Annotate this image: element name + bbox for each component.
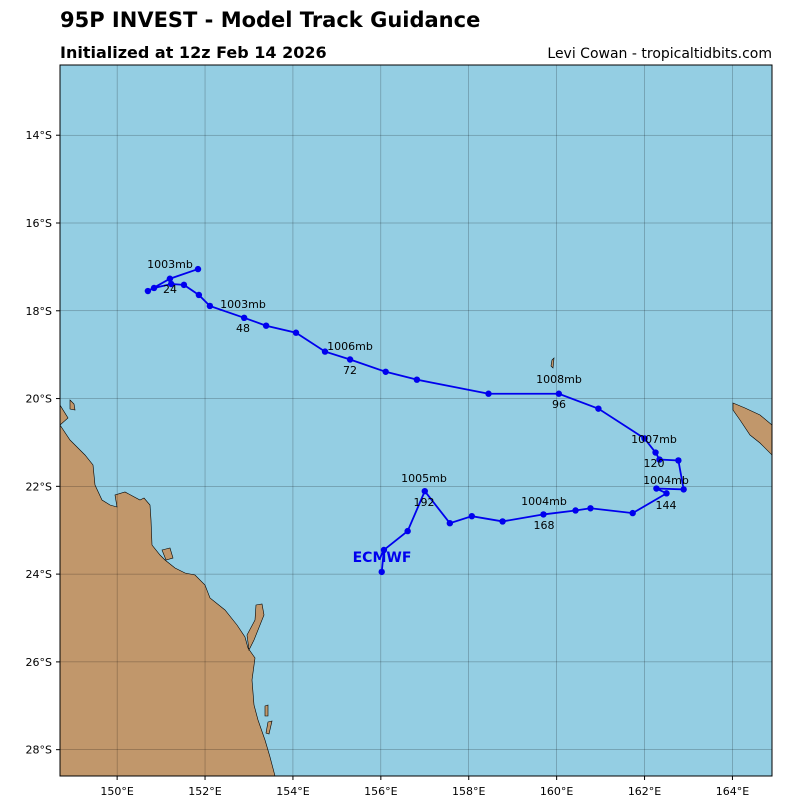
y-tick-label: 20°S [26, 393, 52, 406]
track-point [680, 486, 687, 493]
track-point [485, 390, 492, 397]
credit: Levi Cowan - tropicaltidbits.com [547, 46, 772, 62]
island [550, 357, 555, 369]
hour-label: 120 [644, 457, 665, 470]
track-point [641, 435, 648, 442]
y-tick-label: 22°S [26, 480, 52, 493]
pressure-label: 1003mb [147, 258, 193, 271]
island [69, 399, 76, 411]
map-area [60, 65, 772, 776]
track-point [378, 568, 385, 576]
track-point [346, 356, 354, 363]
hour-label: 48 [236, 322, 250, 335]
track-point [446, 520, 454, 527]
track-point [653, 485, 660, 492]
pressure-label: 1007mb [631, 433, 677, 446]
track-point [572, 507, 579, 514]
track-point [499, 518, 506, 525]
island [732, 402, 772, 456]
track-point [468, 512, 476, 520]
track-point [262, 322, 270, 329]
track-point [675, 457, 682, 464]
x-tick-label: 162°E [628, 785, 661, 798]
pressure-label: 1005mb [401, 472, 447, 485]
model-label: ECMWF [353, 550, 412, 566]
island [161, 547, 174, 561]
pressure-label: 1004mb [643, 474, 689, 487]
x-tick-label: 160°E [540, 785, 573, 798]
x-tick-label: 156°E [364, 785, 397, 798]
pressure-label: 1006mb [327, 340, 373, 353]
pressure-label: 1003mb [220, 298, 266, 311]
track-point [206, 302, 214, 310]
track-point [292, 329, 300, 336]
x-tick-label: 152°E [188, 785, 221, 798]
track-point [194, 265, 202, 273]
pressure-label: 1004mb [521, 495, 567, 508]
hour-label: 24 [163, 283, 177, 296]
hour-label: 96 [552, 398, 566, 411]
island [264, 704, 273, 735]
y-tick-label: 26°S [26, 656, 52, 669]
x-tick-label: 164°E [716, 785, 749, 798]
y-tick-label: 28°S [26, 744, 52, 757]
track-point [555, 390, 563, 397]
x-tick-label: 158°E [452, 785, 485, 798]
track-point [404, 527, 411, 535]
track-point [321, 348, 329, 355]
island [246, 603, 265, 652]
track-point [595, 405, 602, 412]
track-point [421, 487, 428, 495]
track-point [144, 287, 152, 295]
subtitle: Initialized at 12z Feb 14 2026 [60, 43, 327, 62]
hour-label: 72 [343, 364, 357, 377]
track-point [413, 376, 421, 383]
track-point [166, 275, 174, 282]
title: 95P INVEST - Model Track Guidance [60, 8, 480, 32]
pressure-label: 1008mb [536, 373, 582, 386]
track-point [167, 280, 175, 288]
y-tick-label: 24°S [26, 568, 52, 581]
y-tick-label: 14°S [26, 129, 52, 142]
map-frame [59, 64, 773, 777]
track-point [382, 368, 389, 375]
australia-coast [60, 404, 276, 776]
hour-label: 168 [534, 519, 555, 532]
x-tick-label: 154°E [276, 785, 309, 798]
hour-label: 144 [656, 499, 677, 512]
track-point [180, 281, 188, 289]
track-point [663, 490, 670, 497]
hour-label: 192 [414, 496, 435, 509]
track-point [652, 449, 659, 456]
track-point [540, 511, 547, 518]
x-tick-label: 150°E [100, 785, 133, 798]
y-tick-label: 18°S [26, 305, 52, 318]
track-point [240, 314, 248, 321]
track-point [380, 546, 388, 554]
track-point [587, 505, 594, 512]
track-point [629, 509, 636, 517]
y-tick-label: 16°S [26, 217, 52, 230]
track-point [150, 284, 158, 292]
track-point [656, 456, 663, 463]
track-point [195, 291, 203, 299]
